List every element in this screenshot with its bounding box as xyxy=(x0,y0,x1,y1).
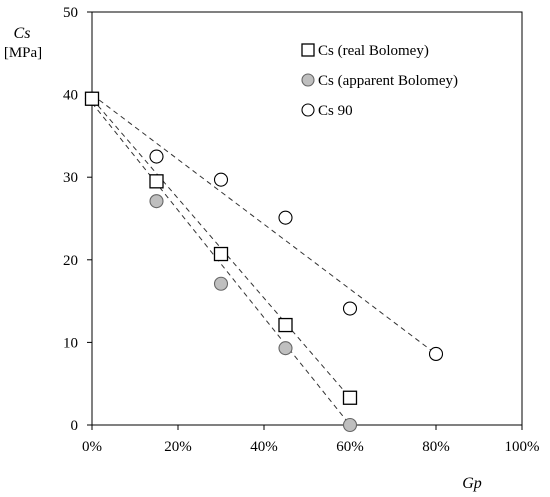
trendlines xyxy=(91,94,437,426)
data-point xyxy=(213,276,229,291)
trendline xyxy=(91,102,351,426)
data-point xyxy=(342,301,358,316)
x-tick-label: 80% xyxy=(422,439,450,455)
y-tick-label: 50 xyxy=(63,5,78,21)
legend: Cs (real Bolomey) Cs (apparent Bolomey) Cs… xyxy=(301,43,458,119)
x-tick-label: 100% xyxy=(505,439,540,455)
data-point xyxy=(149,174,164,189)
trendline xyxy=(91,94,437,355)
data-point xyxy=(342,390,358,405)
data-point xyxy=(213,172,229,187)
y-axis-title: Cs xyxy=(14,25,31,42)
y-tick-label: 30 xyxy=(63,170,78,186)
legend-marker xyxy=(301,103,315,117)
x-tick-label: 20% xyxy=(164,439,192,455)
x-axis-ticks: 0% 20% 40% 60% 80% 100% xyxy=(82,425,540,455)
y-axis-unit: [MPa] xyxy=(4,45,42,61)
plot-area xyxy=(91,11,523,426)
x-tick-label: 60% xyxy=(336,439,364,455)
y-tick-label: 40 xyxy=(63,88,78,104)
data-point xyxy=(278,210,293,225)
legend-label: Cs 90 xyxy=(318,103,353,119)
x-tick-label: 0% xyxy=(82,439,102,455)
y-tick-label: 0 xyxy=(71,418,79,434)
data-points xyxy=(84,91,444,433)
data-point xyxy=(342,417,358,433)
y-tick-label: 20 xyxy=(63,253,78,269)
legend-label: Cs (real Bolomey) xyxy=(318,43,429,59)
data-point xyxy=(213,246,229,262)
data-point xyxy=(278,317,293,333)
y-tick-label: 10 xyxy=(63,335,78,351)
data-point xyxy=(428,346,444,362)
data-point xyxy=(149,194,164,209)
legend-label: Cs (apparent Bolomey) xyxy=(318,73,458,89)
trendline xyxy=(91,98,351,399)
legend-marker xyxy=(301,73,315,87)
data-point xyxy=(84,91,100,106)
data-point xyxy=(149,149,164,164)
data-point xyxy=(278,341,293,356)
legend-marker xyxy=(301,43,315,57)
x-tick-label: 40% xyxy=(250,439,278,455)
y-axis-ticks: 0 10 20 30 40 50 xyxy=(63,5,92,434)
x-axis-title: Gp xyxy=(462,475,482,492)
